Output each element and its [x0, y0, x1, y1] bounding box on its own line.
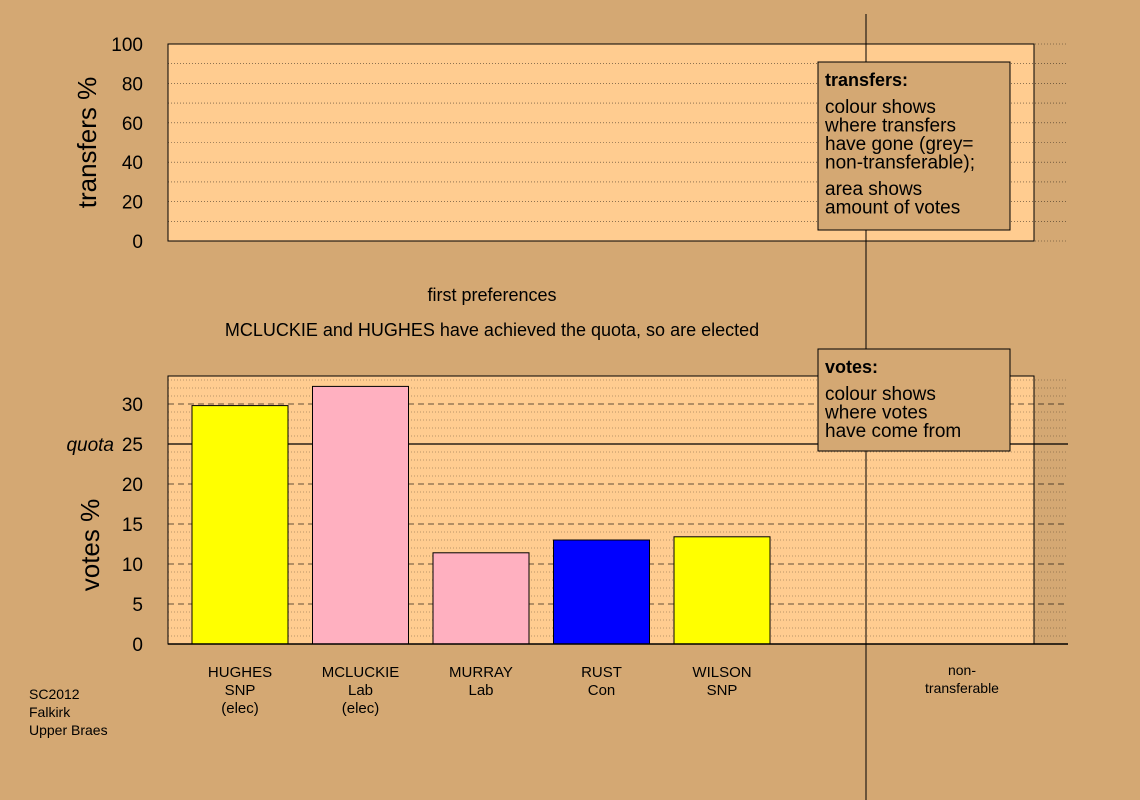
nontransferable-label: transferable [925, 680, 999, 696]
candidate-label: Lab [348, 682, 373, 699]
votes-legend-title: votes: [825, 357, 878, 377]
votes-tick-label: 15 [122, 515, 143, 536]
transfers-legend-line: area shows [825, 179, 922, 200]
transfers-legend-line: where transfers [824, 116, 956, 137]
votes-tick-label: 25 [122, 435, 143, 456]
bar-mcluckie [312, 385, 409, 645]
nontransferable-label: non- [948, 662, 976, 678]
votes-legend-line: have come from [825, 421, 961, 442]
candidate-label: MURRAY [449, 664, 513, 681]
footer-line: Falkirk [29, 704, 71, 720]
votes-legend-line: colour shows [825, 384, 936, 405]
bar-wilson [673, 536, 771, 645]
candidate-label: SNP [707, 682, 738, 699]
transfers-legend-title: transfers: [825, 70, 908, 90]
stage-caption: first preferences [427, 285, 556, 305]
candidate-label: Lab [468, 682, 493, 699]
candidate-label: Con [588, 682, 616, 699]
transfers-tick-label: 20 [122, 193, 143, 214]
status-message: MCLUCKIE and HUGHES have achieved the qu… [225, 320, 759, 340]
candidate-label: (elec) [342, 700, 380, 717]
candidate-label: MCLUCKIE [322, 664, 400, 681]
bar-hughes [191, 405, 289, 645]
votes-tick-label: 20 [122, 475, 143, 496]
transfers-legend-line: amount of votes [825, 198, 960, 219]
transfers-legend-line: non-transferable); [825, 153, 975, 174]
transfers-tick-label: 100 [111, 35, 143, 56]
footer-line: SC2012 [29, 686, 80, 702]
transfers-legend-line: have gone (grey= [825, 134, 973, 155]
votes-tick-label: 30 [122, 395, 143, 416]
votes-tick-label: 0 [132, 635, 143, 656]
votes-axis-title: votes % [75, 499, 105, 592]
votes-legend-box [817, 348, 1011, 452]
candidate-label: HUGHES [208, 664, 272, 681]
votes-legend-line: where votes [824, 403, 927, 424]
transfers-tick-label: 80 [122, 74, 143, 95]
transfers-tick-label: 0 [132, 232, 143, 253]
transfers-tick-label: 40 [122, 153, 143, 174]
footer-line: Upper Braes [29, 722, 108, 738]
transfers-tick-label: 60 [122, 114, 143, 135]
votes-tick-label: 10 [122, 555, 143, 576]
votes-tick-label: 5 [132, 595, 143, 616]
transfers-legend-box [817, 61, 1011, 231]
bar-rust [553, 539, 650, 645]
bar-murray [432, 552, 530, 645]
candidate-label: RUST [581, 664, 622, 681]
candidate-label: WILSON [692, 664, 751, 681]
quota-label: quota [66, 435, 114, 456]
candidate-label: SNP [225, 682, 256, 699]
transfers-legend-line: colour shows [825, 97, 936, 118]
transfers-axis-title: transfers % [72, 77, 102, 209]
candidate-label: (elec) [221, 700, 259, 717]
